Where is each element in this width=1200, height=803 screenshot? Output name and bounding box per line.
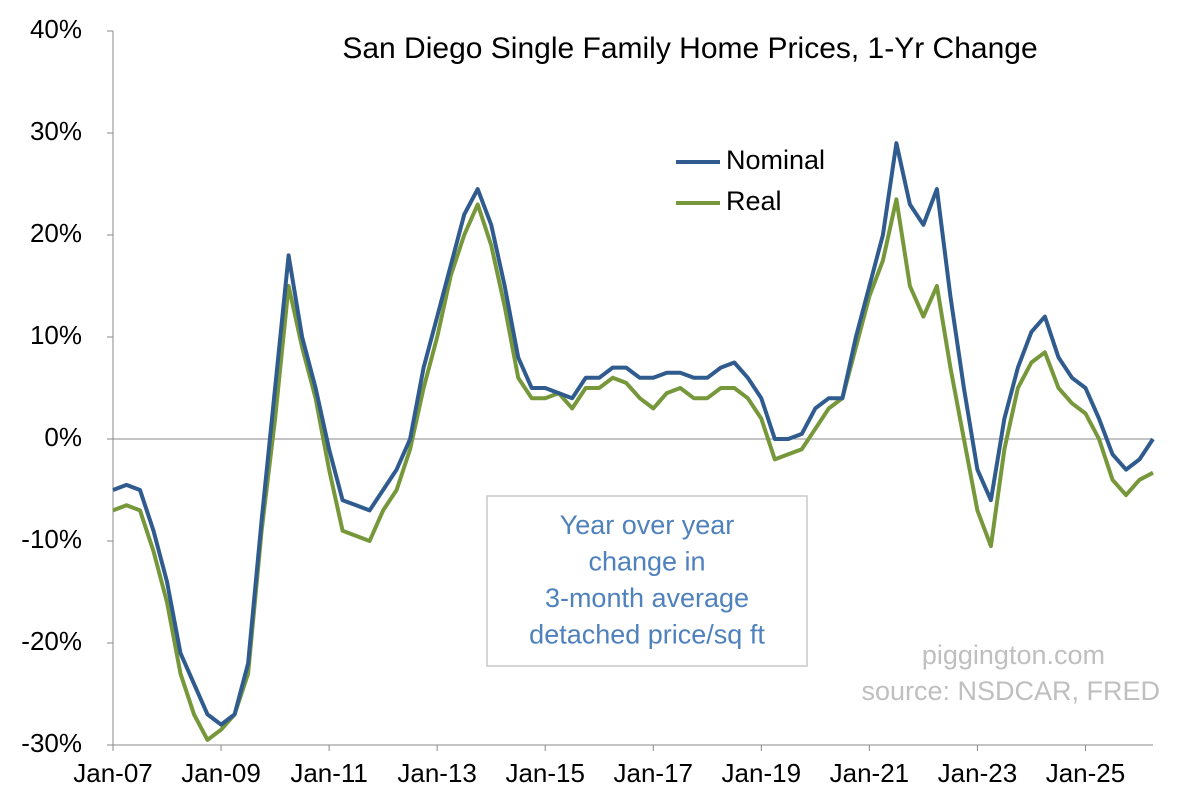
x-tick-label: Jan-19 xyxy=(722,758,802,788)
x-tick-label: Jan-23 xyxy=(938,758,1018,788)
y-tick-label: 30% xyxy=(30,116,82,146)
legend-label: Nominal xyxy=(726,145,825,175)
source-text: piggington.com xyxy=(922,640,1105,670)
y-tick-label: -30% xyxy=(21,728,82,758)
y-tick-label: 10% xyxy=(30,320,82,350)
y-tick-label: 40% xyxy=(30,14,82,44)
series-line xyxy=(112,197,1154,742)
x-tick-label: Jan-21 xyxy=(830,758,910,788)
y-tick-label: -10% xyxy=(21,524,82,554)
annotation-text: Year over year xyxy=(560,510,735,540)
x-tick-label: Jan-17 xyxy=(614,758,694,788)
series-line xyxy=(112,141,1155,727)
y-tick-label: -20% xyxy=(21,626,82,656)
y-tick-label: 0% xyxy=(44,422,82,452)
annotation-text: detached price/sq ft xyxy=(529,620,765,650)
x-tick-label: Jan-25 xyxy=(1046,758,1126,788)
annotation-text: change in xyxy=(588,547,705,577)
x-tick-label: Jan-15 xyxy=(505,758,585,788)
x-tick-label: Jan-13 xyxy=(397,758,477,788)
chart-title: San Diego Single Family Home Prices, 1-Y… xyxy=(342,32,1037,65)
x-tick-label: Jan-09 xyxy=(181,758,261,788)
annotation-text: 3-month average xyxy=(545,583,749,613)
x-tick-label: Jan-07 xyxy=(73,758,153,788)
source-text: source: NSDCAR, FRED xyxy=(861,676,1160,706)
legend-label: Real xyxy=(726,186,782,216)
annotation-box xyxy=(486,495,808,667)
y-tick-label: 20% xyxy=(30,218,82,248)
x-tick-label: Jan-11 xyxy=(290,758,368,788)
